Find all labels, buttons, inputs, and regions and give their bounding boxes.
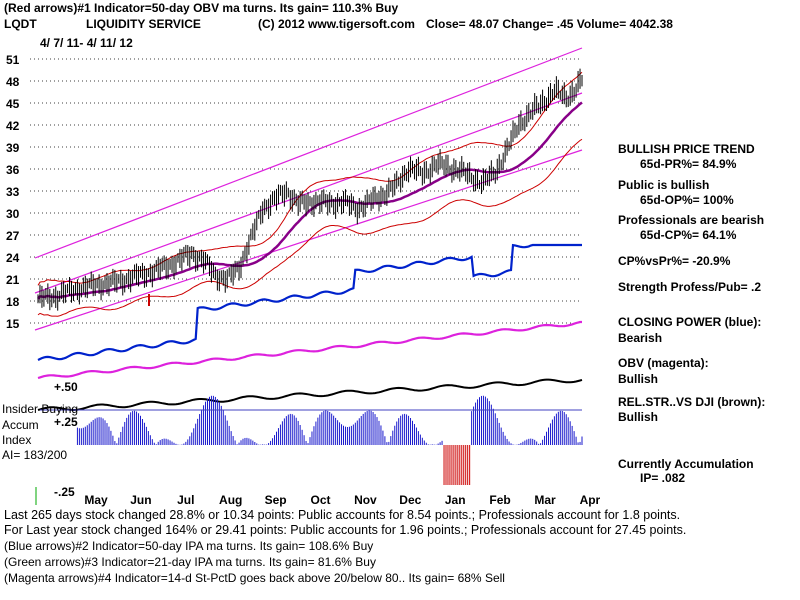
x-tick-label: Nov: [354, 493, 377, 507]
y-tick-label: 27: [6, 229, 20, 243]
footer-line-5: (Magenta arrows)#4 Indicator=14-d St-Pct…: [4, 571, 505, 585]
channel-upper-line: [34, 47, 583, 259]
insider-buying-label: Insider Buying: [2, 402, 79, 416]
x-tick-label: Feb: [489, 493, 510, 507]
y-tick-label: 18: [6, 295, 20, 309]
y-tick-label: 30: [6, 207, 20, 221]
x-tick-label: Jan: [445, 493, 466, 507]
lower-band: [37, 138, 583, 317]
plus25-label: +.25: [54, 415, 78, 429]
x-tick-label: Dec: [399, 493, 421, 507]
footer-line-1: Last 265 days stock changed 28.8% or 10.…: [4, 508, 681, 522]
lower-indicators: [37, 243, 583, 485]
pro-title: Professionals are bearish: [618, 213, 765, 227]
closing-power-line: [37, 243, 582, 361]
company-label: LIQUIDITY SERVICE: [86, 17, 201, 31]
plus50-label: +.50: [54, 380, 78, 394]
obv-value: Bullish: [618, 372, 659, 386]
cp-vs-pr: CP%vsPr%= -20.9%: [618, 254, 731, 268]
rel-str-title: REL.STR..VS DJI (brown):: [618, 395, 766, 409]
y-tick-label: 33: [6, 185, 20, 199]
y-tick-label: 36: [6, 163, 20, 177]
y-tick-label: 24: [6, 251, 20, 265]
x-tick-label: Sep: [265, 493, 287, 507]
x-tick-label: Oct: [310, 493, 330, 507]
public-value: 65d-OP%= 100%: [640, 193, 734, 207]
x-tick-label: Jun: [130, 493, 151, 507]
price-series: [37, 68, 583, 317]
footer-line-4: (Green arrows)#3 Indicator=21-day IPA ma…: [4, 555, 376, 569]
accum-value: IP= .082: [640, 471, 686, 485]
x-tick-label: Mar: [534, 493, 556, 507]
copyright-label: (C) 2012 www.tigersoft.com: [258, 17, 415, 31]
trend-value: 65d-PR%= 84.9%: [640, 157, 737, 171]
pro-value: 65d-CP%= 64.1%: [640, 228, 737, 242]
upper-band: [37, 71, 583, 286]
quote-label: Close= 48.07 Change= .45 Volume= 4042.38: [426, 17, 673, 31]
x-tick-label: May: [84, 493, 108, 507]
y-tick-label: 51: [6, 53, 20, 67]
accum-label: Accum: [2, 418, 39, 432]
obv-line: [37, 320, 582, 380]
y-tick-label: 42: [6, 119, 20, 133]
rel-strength-line: [37, 378, 583, 412]
accum-title: Currently Accumulation: [618, 457, 754, 471]
x-tick-label: Apr: [580, 493, 601, 507]
index-label: Index: [2, 433, 32, 447]
x-tick-label: Aug: [219, 493, 242, 507]
strength-label: Strength Profess/Pub= .2: [618, 280, 762, 294]
y-tick-label: 39: [6, 141, 20, 155]
footer-line-2: For Last year stock changed 164% or 29.4…: [4, 523, 687, 537]
y-tick-label: 21: [6, 273, 20, 287]
cp-value: Bearish: [618, 331, 663, 345]
y-tick-label: 48: [6, 75, 20, 89]
y-tick-label: 15: [6, 317, 20, 331]
symbol-label: LQDT: [4, 17, 37, 31]
obv-title: OBV (magenta):: [618, 356, 709, 370]
y-tick-label: 45: [6, 97, 20, 111]
header-line-1: (Red arrows)#1 Indicator=50-day OBV ma t…: [4, 1, 399, 15]
axis-labels: 51 48 45 42 39 36 33 30 27 24 21 18 15 May Jun Jul Aug Se…: [6, 53, 601, 507]
public-title: Public is bullish: [618, 178, 710, 192]
trend-title: BULLISH PRICE TREND: [618, 142, 755, 156]
footer-line-3: (Blue arrows)#2 Indicator=50-day IPA ma …: [4, 539, 374, 553]
rel-str-value: Bullish: [618, 410, 659, 424]
ai-label: AI= 183/200: [2, 448, 68, 462]
minus25-label: -.25: [54, 485, 75, 499]
cp-title: CLOSING POWER (blue):: [618, 315, 762, 329]
x-tick-label: Jul: [177, 493, 194, 507]
date-range-label: 4/ 7/ 11- 4/ 11/ 12: [40, 36, 133, 50]
